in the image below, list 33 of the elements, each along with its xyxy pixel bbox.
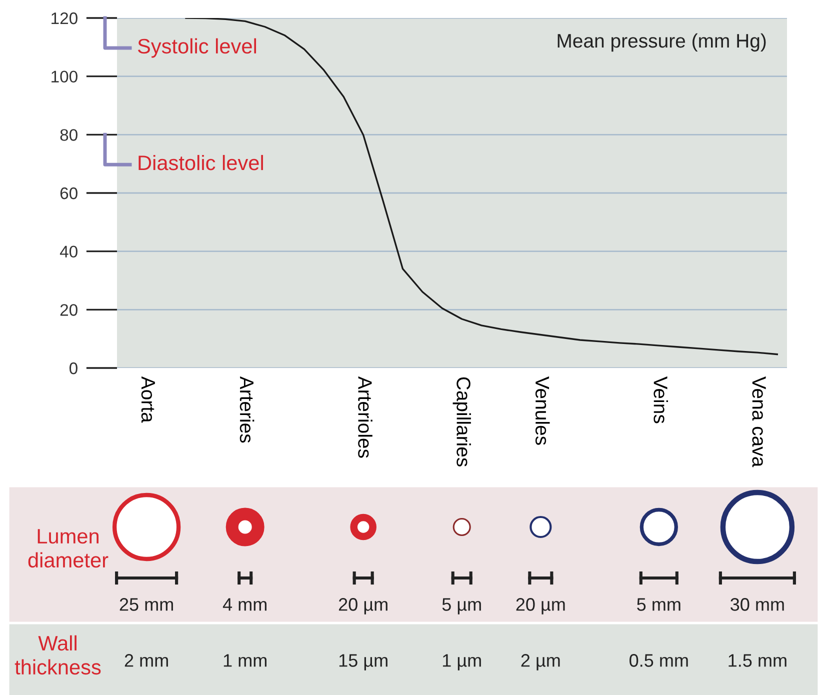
annotation: Diastolic level	[138, 154, 263, 170]
text: 15 µm	[339, 654, 388, 670]
text: 1 µm	[442, 654, 481, 670]
text: 25 mm	[120, 598, 173, 611]
text: 5 mm	[637, 598, 680, 611]
y-tick-label: 20	[60, 304, 78, 316]
x-tick-label: Arterioles	[358, 376, 372, 458]
x-tick-label: Venules	[535, 376, 550, 445]
y-tick-label: 60	[60, 187, 78, 200]
text: 20 µm	[516, 598, 565, 614]
text: Wall thickness	[14, 635, 101, 675]
text: 2 µm	[521, 654, 560, 670]
text: Lumen diameter	[28, 529, 108, 568]
text: 0.5 mm	[630, 654, 688, 667]
text: 30 mm	[730, 598, 784, 611]
x-tick-label: Aorta	[141, 376, 155, 423]
text: 2 mm	[124, 654, 168, 667]
x-tick-label: Capillaries	[452, 377, 471, 466]
y-axis-title: Mean pressure (mm Hg)	[558, 33, 766, 52]
y-tick-label: 40	[60, 246, 78, 258]
x-tick-label: Veins	[654, 376, 668, 424]
x-tick-label: Vena cava	[752, 376, 766, 468]
text: 4 mm	[222, 598, 266, 611]
y-tick-label: 0	[69, 362, 78, 374]
y-tick-label: 80	[60, 129, 78, 141]
text: 1 mm	[224, 654, 266, 667]
annotation: Systolic level	[138, 38, 256, 58]
text: 20 µm	[338, 598, 388, 614]
y-tick-label: 120	[52, 12, 78, 24]
text: 5 µm	[442, 598, 481, 614]
x-tick-label: Arteries	[240, 376, 254, 443]
y-tick-label: 100	[52, 70, 78, 83]
text: 1.5 mm	[728, 654, 786, 667]
